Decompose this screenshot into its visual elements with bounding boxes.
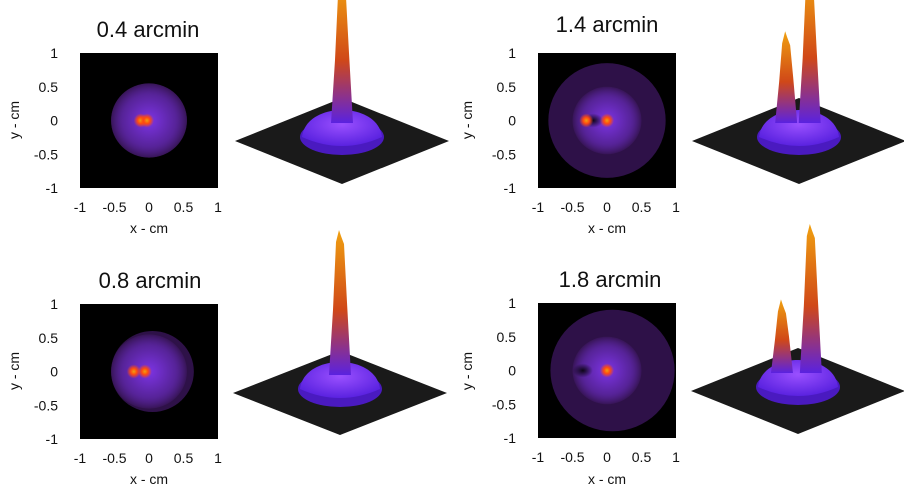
- x-tick-label: 1: [214, 199, 222, 215]
- y-tick-label: -0.5: [492, 396, 516, 412]
- y-tick-label: -1: [504, 430, 517, 446]
- y-tick-label: 1: [50, 296, 58, 312]
- hot-spot: [139, 113, 154, 128]
- x-tick-label: 0: [603, 449, 611, 465]
- axis-ticks: -1 -0.5 0 0.5 1 1 0.5 0 -0.5 -1: [34, 296, 222, 466]
- y-tick-label: -0.5: [34, 146, 58, 162]
- surface-mound: [300, 362, 380, 398]
- y-tick-label: -0.5: [492, 146, 516, 162]
- x-tick-label: 0: [145, 450, 153, 466]
- panel-title: 1.4 arcmin: [556, 12, 659, 37]
- dark-spot: [572, 363, 593, 378]
- x-tick-label: -0.5: [102, 450, 126, 466]
- surface-plot-1-4-arcmin: [692, 0, 904, 184]
- y-tick-label: 0.5: [497, 79, 517, 95]
- x-tick-label: 0: [145, 199, 153, 215]
- x-tick-label: 1: [214, 450, 222, 466]
- y-tick-label: 0.5: [497, 329, 517, 345]
- x-tick-label: 0: [603, 199, 611, 215]
- x-axis-label: x - cm: [588, 471, 626, 487]
- y-tick-label: -1: [504, 180, 517, 196]
- x-tick-label: -0.5: [102, 199, 126, 215]
- heatmap-panel-1-4-arcmin: 1.4 arcmin -1 -0.5 0 0.5 1 1 0.5 0 -0.5 -1 x - cm…: [459, 12, 680, 236]
- y-tick-label: 0.5: [39, 79, 59, 95]
- hot-spot: [137, 364, 152, 379]
- x-tick-label: -1: [532, 449, 545, 465]
- surface-peak: [331, 0, 353, 123]
- panel-title: 0.8 arcmin: [99, 268, 202, 293]
- y-tick-label: 1: [508, 45, 516, 61]
- y-axis-label: y - cm: [6, 101, 22, 139]
- heatmap-panel-0-8-arcmin: 0.8 arcmin -1 -0.5 0 0.5 1 1 0.5 0 -0.5 -1 x - cm…: [6, 268, 222, 487]
- hot-spot: [600, 363, 614, 378]
- x-tick-label: -1: [532, 199, 545, 215]
- heatmap-image: [548, 63, 666, 178]
- y-tick-label: 0: [50, 364, 58, 380]
- x-tick-label: 1: [672, 449, 680, 465]
- y-tick-label: 0: [508, 363, 516, 379]
- heatmap-panel-1-8-arcmin: 1.8 arcmin -1 -0.5 0 0.5 1 1 0.5 0 -0.5 -1 x - cm…: [459, 267, 680, 487]
- y-tick-label: -0.5: [34, 397, 58, 413]
- y-tick-label: 0: [508, 113, 516, 129]
- x-tick-label: -0.5: [560, 199, 584, 215]
- y-axis-label: y - cm: [459, 101, 475, 139]
- x-tick-label: 0.5: [632, 199, 652, 215]
- x-tick-label: -0.5: [560, 449, 584, 465]
- heatmap-image: [550, 309, 675, 432]
- heatmap-image: [111, 83, 187, 158]
- y-tick-label: 0.5: [39, 330, 59, 346]
- surface-mound: [302, 110, 382, 146]
- y-tick-label: 1: [508, 295, 516, 311]
- y-axis-label: y - cm: [459, 352, 475, 390]
- x-axis-label: x - cm: [130, 220, 168, 236]
- x-axis-label: x - cm: [130, 471, 168, 487]
- panel-title: 1.8 arcmin: [559, 267, 662, 292]
- x-tick-label: 0.5: [174, 199, 194, 215]
- x-tick-label: -1: [74, 199, 87, 215]
- surface-plot-1-8-arcmin: [691, 224, 904, 434]
- y-tick-label: -1: [46, 431, 59, 447]
- axis-ticks: -1 -0.5 0 0.5 1 1 0.5 0 -0.5 -1: [492, 295, 680, 465]
- x-tick-label: -1: [74, 450, 87, 466]
- panel-title: 0.4 arcmin: [97, 17, 200, 42]
- x-tick-label: 0.5: [174, 450, 194, 466]
- y-tick-label: 0: [50, 113, 58, 129]
- hot-spot: [579, 113, 594, 128]
- surface-peak: [799, 224, 822, 373]
- axis-ticks: -1 -0.5 0 0.5 1 1 0.5 0 -0.5 -1: [34, 45, 222, 215]
- y-tick-label: -1: [46, 180, 59, 196]
- surface-plot-0-8-arcmin: [233, 230, 447, 435]
- heatmap-panel-0-4-arcmin: 0.4 arcmin -1 -0.5 0 0.5 1 1 0.5 0 -0.5 -1 x - cm…: [6, 17, 222, 236]
- surface-peak: [798, 0, 821, 123]
- surface-peak: [329, 230, 351, 375]
- x-tick-label: 1: [672, 199, 680, 215]
- axis-ticks: -1 -0.5 0 0.5 1 1 0.5 0 -0.5 -1: [492, 45, 680, 215]
- hot-spot: [126, 364, 141, 379]
- hot-spot: [600, 113, 614, 128]
- heatmap-image: [111, 331, 194, 412]
- y-tick-label: 1: [50, 45, 58, 61]
- y-axis-label: y - cm: [6, 352, 22, 390]
- surface-peak: [775, 31, 798, 124]
- x-axis-label: x - cm: [588, 220, 626, 236]
- surface-peak: [770, 299, 793, 373]
- x-tick-label: 0.5: [632, 449, 652, 465]
- surface-plot-0-4-arcmin: [235, 0, 449, 184]
